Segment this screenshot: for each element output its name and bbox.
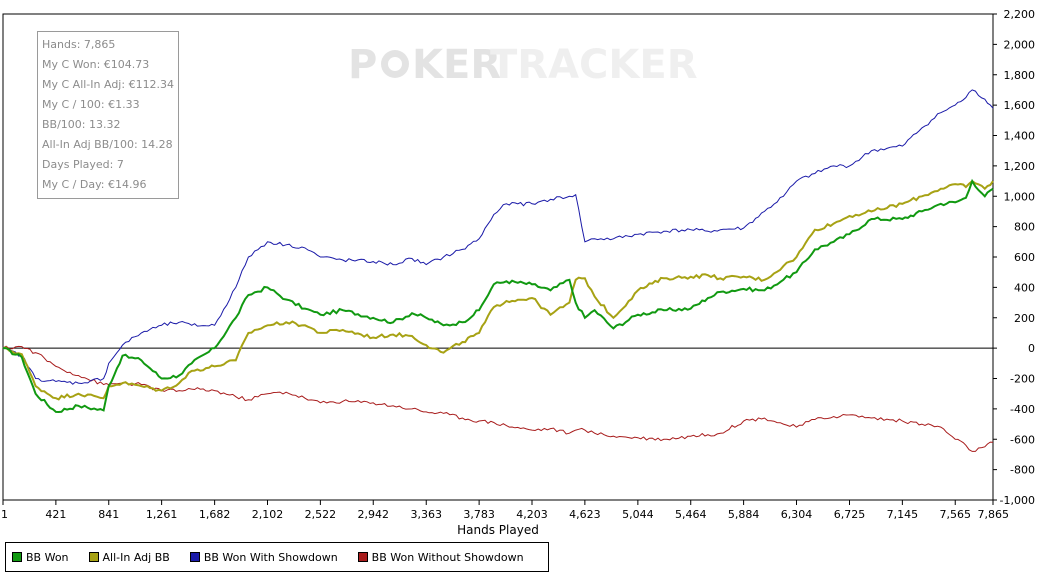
- y-tick-label: -600: [1010, 433, 1035, 446]
- x-tick-label: 5,464: [675, 508, 707, 521]
- x-tick-label: 3,363: [410, 508, 442, 521]
- stats-box: Hands: 7,865 My C Won: €104.73 My C All-…: [37, 31, 179, 199]
- stat-hands: Hands: 7,865: [42, 38, 116, 51]
- series-line-bb-won: [2, 178, 994, 414]
- y-tick-label: 1,800: [1004, 69, 1036, 82]
- y-tick-label: 200: [1014, 312, 1035, 325]
- watermark-text-1: P: [348, 42, 377, 88]
- x-tick-label: 1: [1, 508, 8, 521]
- y-tick-label: 400: [1014, 281, 1035, 294]
- y-tick-label: 1,400: [1004, 130, 1036, 143]
- x-tick-label: 7,865: [978, 508, 1010, 521]
- x-axis-title: Hands Played: [457, 523, 539, 537]
- y-tick-label: 2,200: [1004, 8, 1036, 21]
- y-tick-label: -1,000: [1000, 494, 1035, 507]
- x-tick-label: 421: [45, 508, 66, 521]
- x-tick-label: 3,783: [463, 508, 495, 521]
- legend-label-all-in-adj-bb: All-In Adj BB: [102, 550, 170, 564]
- watermark-text-2: KER: [412, 42, 501, 88]
- stat-days-played: Days Played: 7: [42, 158, 124, 171]
- legend-swatch-showdown: [189, 552, 200, 562]
- x-tick-label: 6,304: [781, 508, 813, 521]
- legend-swatch-all-in-adj-bb: [88, 552, 99, 562]
- y-tick-label: -400: [1010, 403, 1035, 416]
- legend: BB Won All-In Adj BB BB Won With Showdow…: [5, 542, 549, 572]
- x-tick-label: 4,203: [516, 508, 548, 521]
- x-tick-label: 4,623: [569, 508, 601, 521]
- legend-label-bb-won: BB Won: [26, 550, 69, 564]
- legend-swatch-without-showdown: [357, 552, 368, 562]
- y-tick-label: 1,000: [1004, 190, 1036, 203]
- legend-item-all-in-adj-bb[interactable]: All-In Adj BB: [88, 550, 170, 564]
- stat-all-in-adj: My C All-In Adj: €112.34: [42, 78, 175, 91]
- legend-label-showdown: BB Won With Showdown: [203, 550, 338, 564]
- stat-per-100: My C / 100: €1.33: [42, 98, 140, 111]
- x-tick-label: 5,884: [728, 508, 760, 521]
- stat-won: My C Won: €104.73: [42, 58, 150, 71]
- x-tick-label: 6,725: [834, 508, 866, 521]
- stat-per-day: My C / Day: €14.96: [42, 178, 147, 191]
- y-tick-label: 2,000: [1004, 38, 1036, 51]
- x-axis: 1 421 841 1,261 1,682 2,102 2,522 2,942 3,363 3,7…: [1, 500, 1009, 521]
- x-tick-label: 841: [98, 508, 119, 521]
- y-tick-label: -800: [1010, 464, 1035, 477]
- x-tick-label: 2,522: [305, 508, 337, 521]
- watermark: P KER TRACKER: [348, 42, 698, 88]
- stat-bb-100: BB/100: 13.32: [42, 118, 121, 131]
- y-tick-label: 800: [1014, 221, 1035, 234]
- series-line-all-in-adj-bb: [2, 179, 994, 401]
- watermark-text-3: TRACKER: [490, 42, 698, 88]
- legend-item-without-showdown[interactable]: BB Won Without Showdown: [357, 550, 524, 564]
- x-tick-label: 5,044: [622, 508, 654, 521]
- y-tick-label: 1,600: [1004, 99, 1036, 112]
- series-line-bb-won-without-showdown: [2, 345, 994, 452]
- x-tick-label: 7,565: [939, 508, 971, 521]
- legend-item-bb-won[interactable]: BB Won: [12, 551, 69, 564]
- x-tick-label: 7,145: [887, 508, 919, 521]
- series-layer: [2, 89, 994, 452]
- series-line-bb-won-with-showdown: [2, 89, 994, 385]
- x-tick-label: 1,261: [146, 508, 178, 521]
- poker-chip-icon: [381, 50, 409, 78]
- y-tick-label: 600: [1014, 251, 1035, 264]
- x-tick-label: 2,102: [252, 508, 284, 521]
- legend-swatch-bb-won: [12, 552, 22, 562]
- x-tick-label: 1,682: [199, 508, 231, 521]
- y-tick-label: -200: [1010, 373, 1035, 386]
- y-axis: 2,200 2,000 1,800 1,600 1,400 1,200 1,000 800 60…: [993, 8, 1035, 507]
- stat-adj-bb-100: All-In Adj BB/100: 14.28: [42, 138, 173, 151]
- y-tick-label: 0: [1028, 342, 1035, 355]
- x-tick-label: 2,942: [357, 508, 389, 521]
- legend-label-without-showdown: BB Won Without Showdown: [371, 550, 524, 564]
- y-tick-label: 1,200: [1004, 160, 1036, 173]
- legend-item-showdown[interactable]: BB Won With Showdown: [189, 550, 338, 564]
